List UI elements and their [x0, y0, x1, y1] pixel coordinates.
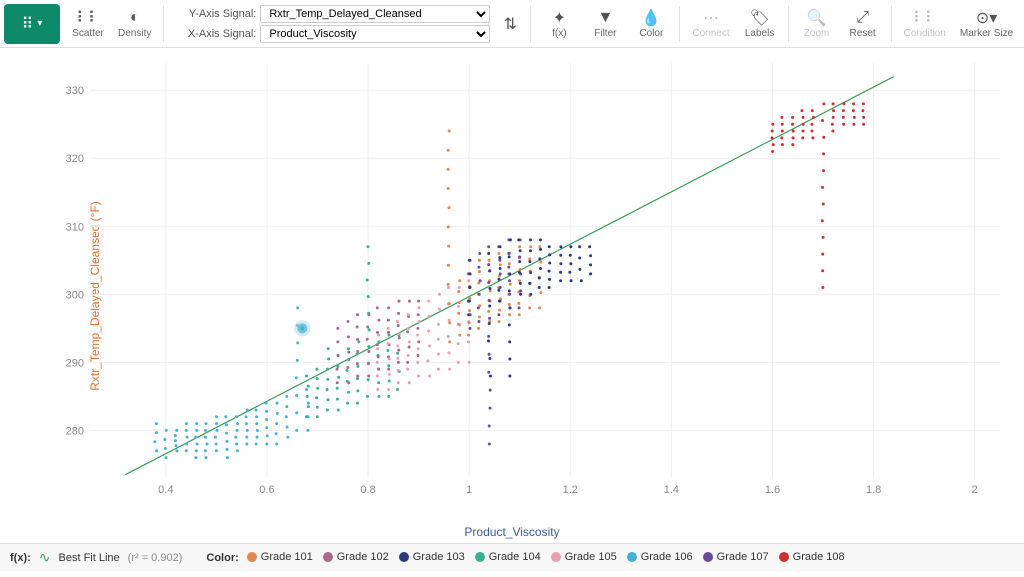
- svg-text:1.6: 1.6: [765, 484, 780, 496]
- labels-button[interactable]: 🏷 Labels: [738, 2, 782, 46]
- separator: [891, 6, 892, 42]
- scatter-plot[interactable]: 0.4 0.6 0.8 1 1.2 1.4 1.6 1.8 2 280 290 300 310 320 33…: [55, 58, 1010, 508]
- svg-text:300: 300: [66, 289, 84, 301]
- svg-text:1.8: 1.8: [866, 484, 881, 496]
- swap-icon: ⇅: [504, 14, 517, 34]
- legend-items: Grade 101 Grade 102 Grade 103 Grade 104 Grad…: [247, 551, 855, 565]
- scatter-label: Scatter: [72, 28, 104, 39]
- legend-label: Grade 105: [565, 551, 617, 563]
- x-axis-title: Product_Viscosity: [464, 525, 559, 539]
- legend-item[interactable]: Grade 106: [627, 551, 693, 563]
- separator: [530, 6, 531, 42]
- color-button[interactable]: 💧 Color: [629, 2, 673, 46]
- condition-icon: ⠇⠇: [913, 8, 936, 28]
- condition-label: Condition: [904, 28, 946, 39]
- zoom-label: Zoom: [804, 28, 830, 39]
- chevron-down-icon: ▾: [37, 18, 42, 29]
- legend-swatch: [779, 552, 789, 562]
- y-axis-select[interactable]: Rxtr_Temp_Delayed_Cleansed: [260, 5, 490, 23]
- marker-size-button[interactable]: ⊙▾ Marker Size: [954, 2, 1019, 46]
- svg-text:1.4: 1.4: [664, 484, 679, 496]
- plot-svg: 0.4 0.6 0.8 1 1.2 1.4 1.6 1.8 2 280 290 300 310 320 33…: [55, 58, 1010, 508]
- color-prefix: Color:: [206, 552, 238, 564]
- legend-footer: f(x): ∿ Best Fit Line (r² = 0.902) Color…: [0, 543, 1024, 571]
- legend-label: Grade 102: [337, 551, 389, 563]
- marker-size-label: Marker Size: [960, 28, 1013, 39]
- legend-label: Grade 108: [793, 551, 845, 563]
- scatter-icon: ⠇⠇: [76, 8, 99, 28]
- reset-button[interactable]: ⤢ Reset: [841, 2, 885, 46]
- legend-item[interactable]: Grade 103: [399, 551, 465, 563]
- separator: [679, 6, 680, 42]
- fx-label: f(x): [552, 28, 566, 39]
- svg-text:280: 280: [66, 425, 84, 437]
- legend-label: Grade 103: [413, 551, 465, 563]
- connect-button: ⋯ Connect: [686, 2, 735, 46]
- reset-icon: ⤢: [856, 8, 869, 28]
- legend-label: Grade 104: [489, 551, 541, 563]
- filter-icon: ▼: [597, 8, 613, 28]
- legend-swatch: [399, 552, 409, 562]
- legend-item[interactable]: Grade 105: [551, 551, 617, 563]
- svg-text:290: 290: [66, 357, 84, 369]
- target-icon: ⊙▾: [976, 8, 997, 28]
- fx-button[interactable]: ✦ f(x): [537, 2, 581, 46]
- wave-icon: ∿: [39, 549, 51, 566]
- fit-line-label: Best Fit Line: [59, 552, 120, 564]
- tag-icon: 🏷: [749, 8, 769, 28]
- condition-button: ⠇⠇ Condition: [898, 2, 952, 46]
- scatter-button[interactable]: ⠇⠇ Scatter: [66, 2, 110, 46]
- svg-text:0.6: 0.6: [259, 484, 274, 496]
- svg-text:2: 2: [972, 484, 978, 496]
- color-label: Color: [639, 28, 663, 39]
- axis-selectors: Y-Axis Signal: Rxtr_Temp_Delayed_Cleanse…: [170, 5, 494, 43]
- droplet-icon: 💧: [641, 8, 661, 28]
- legend-swatch: [323, 552, 333, 562]
- r2-value: (r² = 0.902): [128, 552, 183, 564]
- legend-item[interactable]: Grade 104: [475, 551, 541, 563]
- svg-text:1.2: 1.2: [563, 484, 578, 496]
- zoom-icon: 🔍: [807, 8, 827, 28]
- swap-axes-button[interactable]: ⇅: [496, 2, 524, 46]
- svg-text:1: 1: [466, 484, 472, 496]
- legend-swatch: [475, 552, 485, 562]
- y-axis-label: Y-Axis Signal:: [174, 8, 256, 20]
- filter-label: Filter: [594, 28, 616, 39]
- chart-area: Rxtr_Temp_Delayed_Cleansed (°F) 0.40.60.…: [0, 48, 1024, 543]
- legend-swatch: [703, 552, 713, 562]
- legend-swatch: [551, 552, 561, 562]
- svg-text:0.8: 0.8: [360, 484, 375, 496]
- legend-item[interactable]: Grade 107: [703, 551, 769, 563]
- separator: [163, 6, 164, 42]
- svg-text:320: 320: [66, 153, 84, 165]
- legend-label: Grade 101: [261, 551, 313, 563]
- scatter-icon: ⠿: [22, 14, 34, 34]
- svg-text:0.4: 0.4: [158, 484, 173, 496]
- separator: [788, 6, 789, 42]
- connect-label: Connect: [692, 28, 729, 39]
- fx-prefix: f(x):: [10, 552, 31, 564]
- sparkle-icon: ✦: [553, 8, 566, 28]
- legend-item[interactable]: Grade 101: [247, 551, 313, 563]
- density-button[interactable]: ◐ Density: [112, 2, 157, 46]
- legend-label: Grade 107: [717, 551, 769, 563]
- clock-icon: ◐: [130, 8, 140, 28]
- x-axis-select[interactable]: Product_Viscosity: [260, 25, 490, 43]
- svg-text:310: 310: [66, 221, 84, 233]
- toolbar: ⠿ ▾ ⠇⠇ Scatter ◐ Density Y-Axis Signal: …: [0, 0, 1024, 48]
- legend-item[interactable]: Grade 108: [779, 551, 845, 563]
- labels-label: Labels: [745, 28, 774, 39]
- reset-label: Reset: [850, 28, 876, 39]
- svg-text:330: 330: [66, 85, 84, 97]
- filter-button[interactable]: ▼ Filter: [583, 2, 627, 46]
- legend-swatch: [627, 552, 637, 562]
- x-axis-label: X-Axis Signal:: [174, 28, 256, 40]
- zoom-button: 🔍 Zoom: [795, 2, 839, 46]
- legend-item[interactable]: Grade 102: [323, 551, 389, 563]
- legend-label: Grade 106: [641, 551, 693, 563]
- connect-icon: ⋯: [703, 8, 719, 28]
- density-label: Density: [118, 28, 151, 39]
- chart-type-main-button[interactable]: ⠿ ▾: [4, 4, 60, 44]
- legend-swatch: [247, 552, 257, 562]
